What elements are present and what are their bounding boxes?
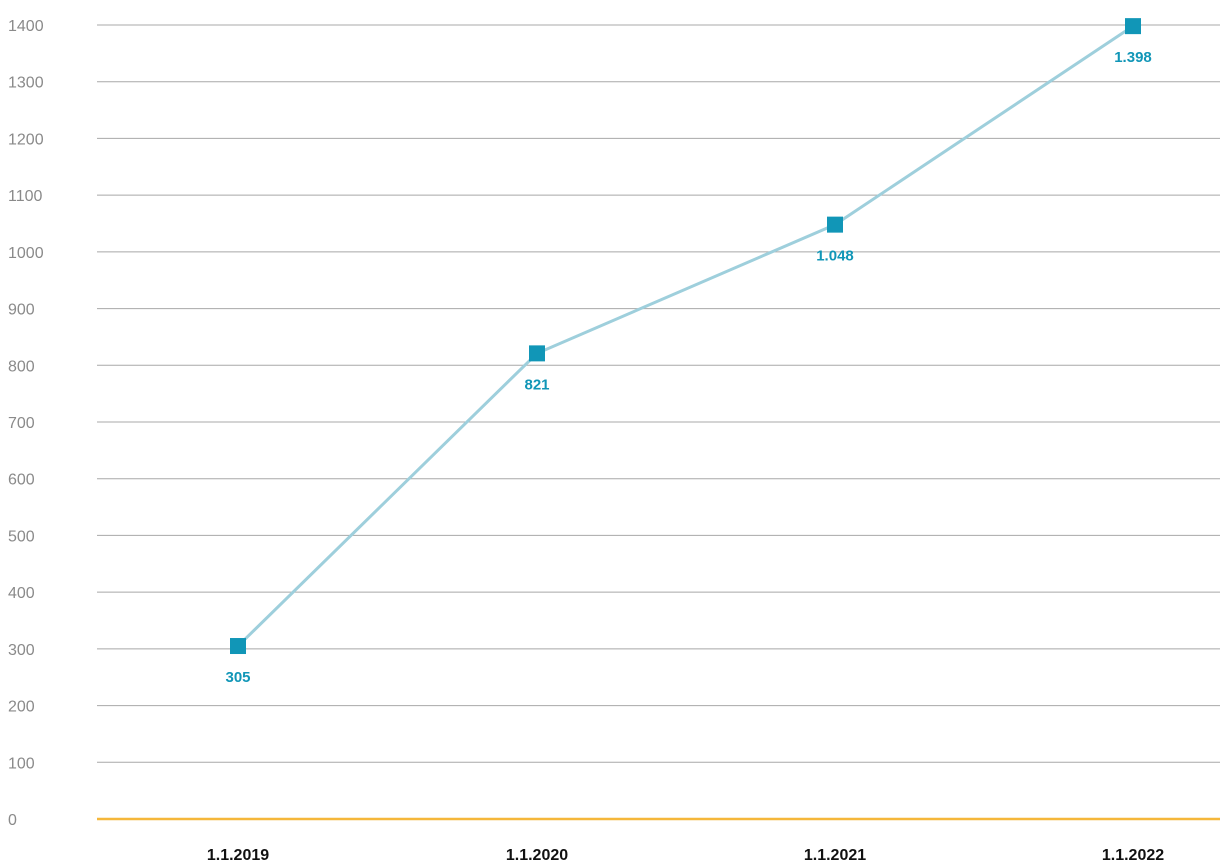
data-point-marker [230,638,246,655]
y-tick-label: 400 [8,585,35,602]
y-tick-label: 100 [8,755,35,772]
data-label: 1.048 [816,248,854,265]
x-tick-label: 1.1.2021 [804,847,866,861]
y-tick-label: 200 [8,699,35,716]
y-tick-label: 0 [8,812,17,829]
data-label: 305 [225,669,250,686]
y-tick-label: 900 [8,302,35,319]
y-tick-label: 300 [8,642,35,659]
y-axis: 0 100 200 300 400 500 600 700 800 900 1000 1100 1200… [8,18,44,829]
y-tick-label: 600 [8,472,35,489]
data-point-marker [1125,18,1141,35]
series-line [236,24,1134,648]
x-tick-label: 1.1.2020 [506,847,568,861]
series-layer [230,18,1141,655]
data-point-marker [529,345,545,362]
y-tick-label: 1400 [8,18,44,35]
y-tick-label: 1200 [8,131,44,148]
data-label: 1.398 [1114,49,1152,66]
x-axis: 1.1.2019 1.1.2020 1.1.2021 1.1.2022 [207,847,1164,861]
y-tick-label: 1100 [8,188,43,205]
data-point-marker [827,216,843,233]
y-tick-label: 500 [8,528,35,545]
data-label: 821 [524,376,549,393]
y-tick-label: 1000 [8,245,44,262]
y-tick-label: 800 [8,358,35,375]
y-tick-label: 700 [8,415,35,432]
y-tick-label: 1300 [8,75,44,92]
data-labels: 305 821 1.048 1.398 [225,49,1151,686]
gridlines [97,24,1220,821]
x-tick-label: 1.1.2022 [1102,847,1164,861]
x-tick-label: 1.1.2019 [207,847,269,861]
